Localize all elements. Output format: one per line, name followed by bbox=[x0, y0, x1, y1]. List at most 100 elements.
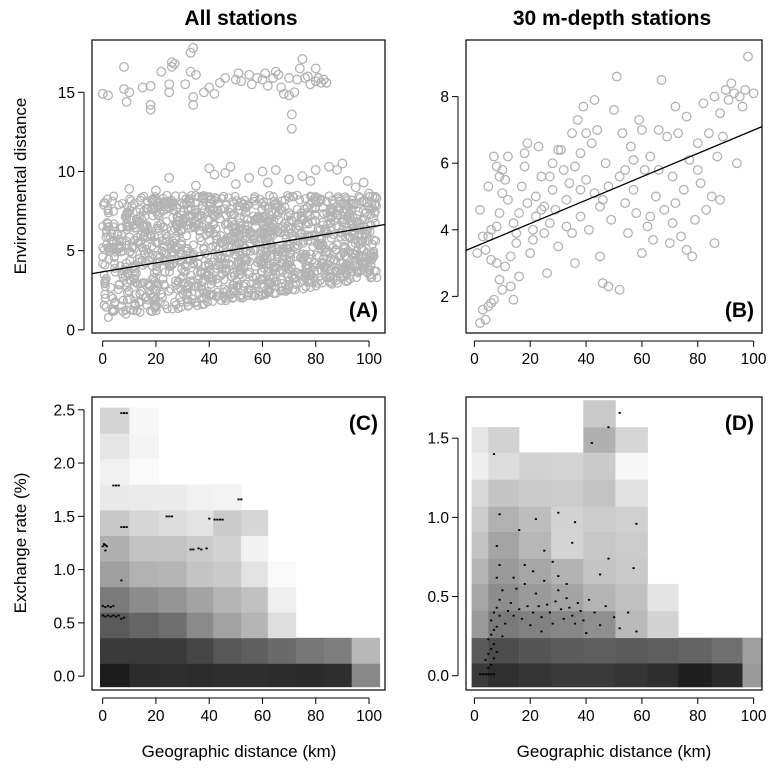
panel-b-point bbox=[642, 221, 653, 232]
panel-d-point bbox=[492, 453, 496, 455]
panel-b-frame bbox=[465, 39, 763, 334]
panel-d-point bbox=[492, 673, 496, 676]
panel-c-cell bbox=[241, 663, 269, 688]
panel-a-point bbox=[186, 223, 196, 233]
panel-d-cell bbox=[615, 610, 648, 639]
panel-b-points bbox=[472, 51, 759, 328]
panel-c-label: (C) bbox=[349, 412, 378, 435]
panel-b-point bbox=[575, 148, 586, 159]
panel-b-point bbox=[497, 164, 508, 175]
panel-c-points bbox=[101, 412, 243, 620]
panel-d-point bbox=[618, 412, 621, 414]
panel-a-x-tick-label: 40 bbox=[201, 351, 219, 368]
panel-d-point bbox=[495, 576, 498, 579]
panel-b-point bbox=[670, 198, 681, 209]
panel-d-point bbox=[540, 616, 543, 619]
panel-a-point bbox=[234, 264, 244, 274]
panel-a-point bbox=[115, 261, 125, 271]
panel-a-point bbox=[124, 87, 135, 98]
panel-a-point bbox=[291, 252, 301, 262]
panel-b-point bbox=[603, 281, 614, 292]
panel-a-point bbox=[116, 230, 126, 240]
panel-a-point bbox=[97, 88, 108, 99]
panel-c-point bbox=[104, 606, 107, 608]
panel-a-point bbox=[197, 203, 207, 213]
panel-d-point bbox=[487, 673, 490, 676]
panel-a-point bbox=[176, 274, 186, 284]
panel-a-point bbox=[137, 215, 147, 225]
panel-d-point bbox=[526, 605, 529, 608]
panel-a-point bbox=[315, 275, 325, 286]
panel-d-point bbox=[554, 600, 557, 603]
panel-a-point bbox=[308, 242, 318, 252]
panel-a-point bbox=[181, 194, 191, 204]
panel-d-cell bbox=[471, 558, 489, 585]
panel-a-point bbox=[305, 79, 316, 90]
panel-a-point bbox=[124, 294, 134, 304]
panel-d-cell bbox=[583, 583, 616, 612]
panel-a-point bbox=[167, 247, 177, 257]
panel-a-point bbox=[220, 168, 231, 178]
panel-a-point bbox=[156, 66, 167, 77]
panel-b-point bbox=[684, 154, 695, 165]
panel-a-point bbox=[257, 166, 268, 177]
panel-a-point bbox=[289, 87, 300, 98]
panel-a-point bbox=[257, 260, 267, 270]
panel-a-point bbox=[316, 77, 327, 88]
panel-a-point bbox=[203, 207, 213, 217]
panel-c-cell bbox=[267, 637, 297, 664]
panel-b-point bbox=[715, 194, 726, 205]
panel-d-point bbox=[498, 513, 501, 516]
panel-c-frame bbox=[91, 396, 386, 691]
panel-b-point bbox=[645, 151, 656, 162]
panel-b-point bbox=[519, 161, 530, 172]
panel-a-point bbox=[262, 177, 273, 188]
panel-a-point bbox=[211, 263, 221, 273]
panel-a-point bbox=[256, 275, 266, 285]
panel-c-point bbox=[120, 579, 123, 582]
panel-a-point bbox=[341, 219, 351, 229]
panel-b-point bbox=[505, 251, 516, 262]
panel-c-cell bbox=[158, 663, 187, 688]
panel-d-cell bbox=[678, 637, 713, 664]
panel-b-label: (B) bbox=[725, 299, 754, 322]
panel-d-cell bbox=[471, 637, 489, 664]
panel-a-point bbox=[190, 209, 200, 219]
panel-a-point bbox=[274, 208, 284, 218]
panel-a-point bbox=[160, 300, 170, 310]
panel-a-point bbox=[129, 305, 139, 316]
panel-a-point bbox=[225, 207, 235, 217]
panel-a-point bbox=[174, 199, 184, 210]
panel-a-point bbox=[310, 164, 321, 175]
panel-b-point bbox=[555, 144, 566, 155]
panel-b: 30 m-depth stations 0 20 40 60 80 100 2 4 6 8 (B… bbox=[440, 7, 767, 368]
panel-b-point bbox=[606, 214, 617, 225]
panel-a-point bbox=[185, 66, 196, 77]
panel-a-point bbox=[185, 47, 196, 58]
panel-b-point bbox=[508, 218, 519, 229]
panel-b-point bbox=[692, 164, 703, 175]
panel-d-point bbox=[559, 608, 563, 611]
panel-a-point bbox=[100, 293, 110, 303]
panel-c-cell bbox=[295, 637, 325, 664]
panel-a-point bbox=[161, 216, 171, 227]
panel-d-point bbox=[534, 592, 537, 595]
panel-a-point bbox=[280, 280, 291, 291]
panel-b-point bbox=[522, 198, 533, 209]
panel-a-point bbox=[98, 243, 108, 253]
panel-d-point bbox=[557, 589, 560, 592]
panel-a-point bbox=[341, 259, 352, 269]
panel-d-point bbox=[498, 564, 501, 566]
panel-c-cell bbox=[158, 637, 187, 664]
panel-a-point bbox=[312, 193, 322, 203]
panel-c-point bbox=[115, 615, 118, 618]
panel-b-point bbox=[477, 231, 488, 242]
panel-c-cell bbox=[213, 637, 242, 664]
panel-a-point bbox=[300, 73, 311, 83]
panel-b-point bbox=[737, 101, 748, 112]
panel-d-cell bbox=[551, 637, 584, 664]
panel-a-point bbox=[207, 272, 217, 282]
panel-d-cell bbox=[471, 452, 489, 480]
panel-d-point bbox=[573, 521, 577, 524]
panel-a-point bbox=[276, 82, 287, 93]
